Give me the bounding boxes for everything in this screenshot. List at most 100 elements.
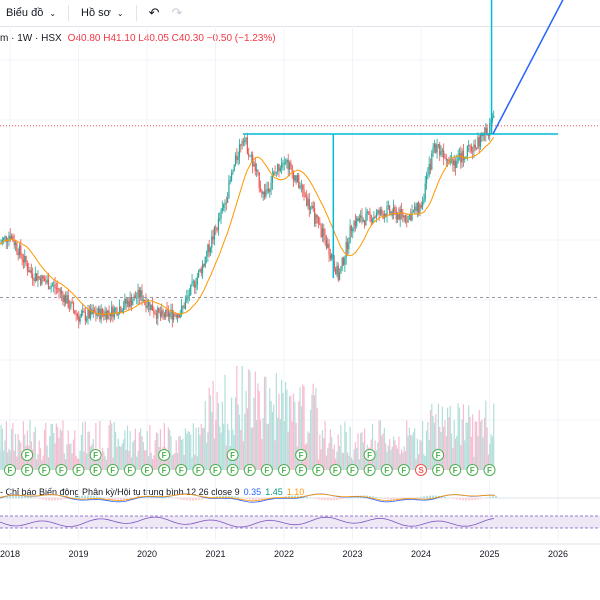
macd-histogram-bar — [375, 496, 377, 498]
candle-body — [84, 311, 86, 321]
volume-bar — [308, 433, 310, 470]
volume-bar — [360, 433, 362, 470]
candle-body — [54, 284, 56, 288]
volume-bar — [12, 422, 14, 470]
volume-bar — [18, 440, 21, 470]
candle-body — [171, 309, 173, 320]
volume-bar — [4, 440, 6, 470]
volume-bar — [361, 432, 363, 470]
macd-histogram-bar — [228, 495, 230, 498]
candle-body — [352, 228, 354, 232]
volume-bar — [283, 421, 285, 470]
macd-label[interactable]: - Chỉ báo Biến động Phân kỳ/Hội tụ trung… — [0, 487, 240, 497]
candle-body — [179, 313, 181, 318]
macd-histogram-bar — [18, 495, 20, 498]
volume-bar — [474, 421, 476, 470]
candle-body — [236, 155, 238, 160]
volume-bar — [267, 423, 270, 470]
candle-body — [427, 174, 429, 176]
event-badges[interactable]: F FFF F F FFF F F FFF F F FFF F F FFF F F FFF F S FFF F F — [4, 449, 496, 476]
drawings[interactable] — [0, 0, 600, 298]
candle-body — [418, 202, 420, 213]
volume-bar — [238, 414, 241, 470]
volume-bar — [279, 418, 281, 470]
volume-bar — [99, 420, 101, 470]
volume-bar — [64, 459, 67, 470]
candle-body — [38, 276, 40, 278]
badge-letter: F — [93, 466, 98, 475]
macd-histogram-bar — [39, 498, 41, 499]
volume-bar — [345, 432, 347, 470]
candle-body — [296, 175, 299, 182]
badge-letter: F — [110, 466, 115, 475]
candle-body — [458, 153, 461, 158]
volume-bar — [228, 429, 230, 470]
candle-body — [320, 225, 322, 238]
volume-bar — [461, 419, 463, 470]
volume-bar — [457, 403, 459, 470]
volume-bar — [381, 435, 383, 470]
badge-circle — [4, 464, 16, 476]
candle-body — [107, 310, 109, 320]
redo-icon[interactable]: ↷ — [171, 5, 183, 20]
candle-body — [124, 298, 126, 308]
badge-circle — [106, 464, 119, 476]
time-axis: 2018 2019 2020 2021 2022 2023 2024 2025 2026 — [0, 543, 600, 559]
candle-body — [249, 156, 251, 157]
volume-bar — [416, 438, 418, 470]
candle-body — [435, 144, 437, 153]
volume-bar — [271, 411, 274, 470]
symbol-label[interactable]: m · 1W · HSX — [0, 33, 62, 44]
volume-bar — [402, 452, 404, 470]
volume-bar — [120, 446, 122, 470]
candle-body — [170, 309, 172, 314]
candle-body — [163, 313, 165, 318]
macd-histogram-bar — [90, 495, 92, 498]
candle-body — [34, 273, 36, 281]
chart-menu-button[interactable]: Biểu đồ ⌄ — [0, 0, 62, 26]
candle-body — [369, 211, 371, 215]
candle-body — [145, 301, 147, 308]
volume-bar — [57, 426, 59, 470]
volume-bar — [122, 439, 125, 470]
candle-body — [469, 145, 471, 146]
macd-histogram-bar — [186, 498, 188, 501]
profile-menu-button[interactable]: Hồ sơ ⌄ — [75, 0, 130, 26]
volume-bar — [178, 436, 180, 470]
volume-bar — [331, 436, 333, 470]
candle-body — [198, 270, 200, 278]
macd-histogram-bar — [291, 495, 293, 498]
rsi-pane — [0, 515, 600, 529]
volume-bar — [173, 454, 175, 470]
candle-body — [205, 255, 208, 257]
volume-bar — [141, 436, 143, 470]
badge-circle — [158, 464, 171, 476]
candle-body — [420, 205, 422, 208]
candle-body — [96, 314, 98, 316]
candle-body — [341, 257, 343, 267]
badge-circle — [449, 464, 462, 476]
candle-body — [194, 281, 196, 288]
volume-bar — [387, 445, 389, 470]
macd-histogram-bar — [333, 498, 335, 501]
event-badge: F — [192, 464, 205, 476]
candle-body — [395, 210, 397, 220]
candle-body — [287, 159, 289, 170]
event-badge: F — [397, 464, 410, 476]
candle-body — [349, 226, 351, 244]
candle-body — [396, 214, 399, 220]
volume-bar — [377, 442, 379, 470]
badge-letter: F — [470, 466, 475, 475]
x-tick-label: 2024 — [411, 549, 431, 559]
candle-body — [403, 215, 405, 218]
volume-bar — [36, 459, 38, 470]
volume-bar — [198, 427, 200, 470]
candle-body — [58, 288, 60, 292]
volume-bar — [298, 401, 300, 470]
volume-bar — [489, 443, 491, 470]
volume-bar — [115, 431, 117, 470]
x-tick-label: 2018 — [0, 549, 20, 559]
event-badge: F — [21, 449, 34, 461]
undo-icon[interactable]: ↶ — [148, 5, 160, 20]
